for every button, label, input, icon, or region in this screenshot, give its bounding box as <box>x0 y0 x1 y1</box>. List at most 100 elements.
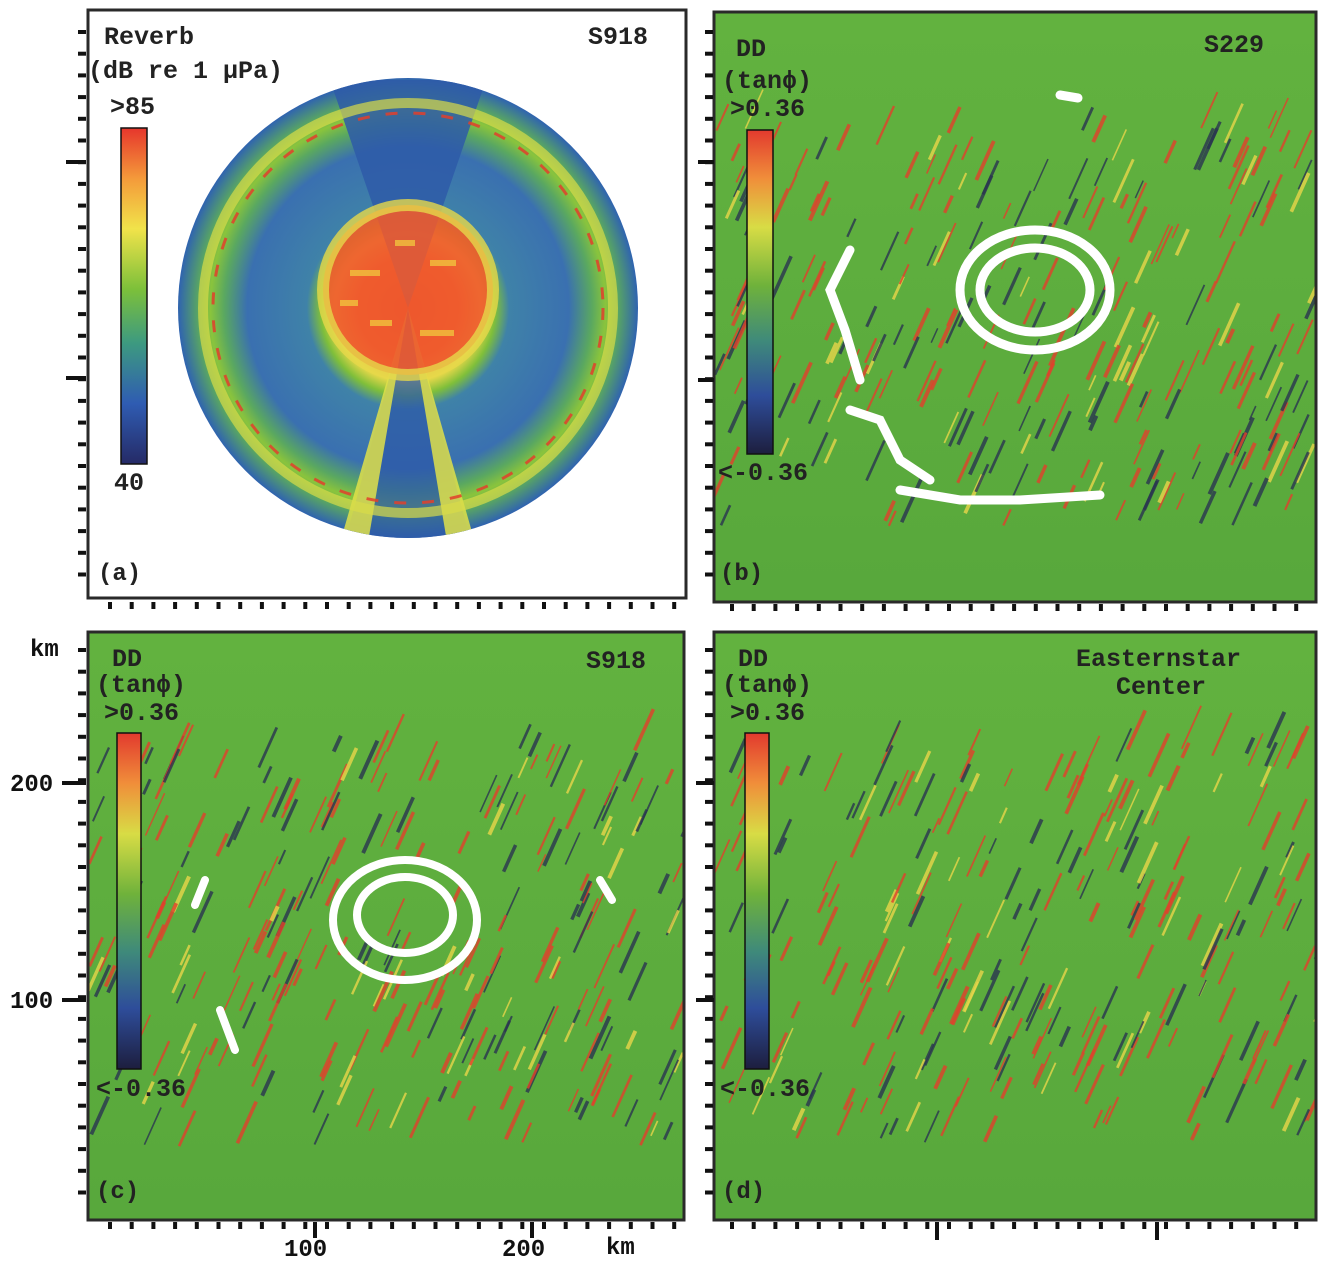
ridge-streak <box>1247 732 1264 767</box>
ridge-streak <box>897 770 916 807</box>
ridge-streak <box>355 1088 375 1128</box>
colorbar-a <box>120 127 148 465</box>
ridge-streak <box>1112 158 1135 203</box>
ridge-streak <box>1259 765 1272 788</box>
ridge-streak <box>658 1049 677 1086</box>
ridge-streak <box>361 813 383 854</box>
x-minor-tick <box>947 1222 951 1229</box>
x-minor-tick <box>672 602 677 609</box>
ridge-streak <box>830 962 849 996</box>
ridge-streak <box>961 932 981 971</box>
ridge-streak <box>1064 775 1085 815</box>
ridge-streak <box>1082 186 1099 219</box>
y-minor-tick <box>705 973 713 978</box>
ridge-streak <box>361 942 375 967</box>
colorbar-a-min-label: 40 <box>114 469 144 498</box>
ridge-streak <box>1003 768 1014 787</box>
ridge-streak <box>143 1107 162 1146</box>
ridge-streak <box>385 713 405 753</box>
ridge-streak <box>718 327 740 371</box>
ridge-streak <box>1151 810 1160 826</box>
ridge-streak <box>1228 451 1247 488</box>
ridge-streak <box>1136 389 1153 422</box>
ridge-streak <box>324 998 337 1021</box>
x-minor-tick <box>368 602 373 609</box>
y-major-tick <box>698 160 714 164</box>
ridge-streak <box>905 1101 922 1132</box>
x-minor-tick <box>238 1222 243 1229</box>
y-minor-tick <box>78 843 86 848</box>
ridge-streak <box>1158 987 1176 1019</box>
colorbar-c-bar <box>116 732 142 1070</box>
x-minor-tick <box>1207 1222 1212 1229</box>
ridge-streak <box>154 814 169 841</box>
y-minor-tick <box>705 1016 713 1021</box>
ridge-streak <box>292 890 304 911</box>
ridge-streak <box>1123 809 1145 850</box>
y-tick-label-200: 200 <box>10 772 53 799</box>
ridge-streak <box>1137 480 1159 521</box>
ridge-streak <box>1136 944 1155 980</box>
ridge-streak <box>567 1088 580 1112</box>
ridge-streak <box>1079 868 1094 900</box>
ridge-streak <box>820 197 832 217</box>
colorbar-d-min-label: <-0.36 <box>720 1075 810 1104</box>
ridge-streak <box>370 750 387 783</box>
ridge-streak <box>822 946 842 985</box>
ridge-streak <box>261 974 271 993</box>
ridge-streak <box>1074 1048 1096 1093</box>
x-minor-tick <box>650 602 655 609</box>
ridge-streak <box>932 942 951 977</box>
ridge-streak <box>1206 120 1222 150</box>
ridge-streak <box>974 140 996 181</box>
y-minor-tick <box>705 73 713 78</box>
ridge-streak <box>1284 493 1294 511</box>
ridge-streak <box>1224 866 1242 903</box>
ridge-streak <box>1272 730 1291 767</box>
ridge-streak <box>1278 129 1291 153</box>
y-minor-tick <box>705 756 713 761</box>
ridge-streak <box>517 757 529 779</box>
ridge-streak <box>576 892 591 918</box>
ridge-streak <box>1229 168 1248 205</box>
x-minor-tick <box>1250 1222 1255 1229</box>
ridge-streak <box>731 300 746 327</box>
y-minor-tick <box>78 908 86 913</box>
ridge-streak <box>884 892 900 922</box>
y-minor-tick <box>78 290 86 295</box>
x-minor-tick <box>542 602 546 609</box>
ridge-streak <box>1130 1020 1145 1049</box>
ridge-streak <box>904 151 920 179</box>
ridge-streak <box>1029 818 1044 845</box>
ridge-streak <box>1012 902 1023 920</box>
ridge-streak <box>1146 1019 1167 1059</box>
ridge-streak <box>730 143 741 162</box>
panel-d: DD (tanϕ) Easternstar Center >0.36 <-0.3… <box>712 630 1318 1222</box>
ridge-streak <box>1047 967 1069 1010</box>
ridge-streak <box>1011 976 1029 1011</box>
ridge-streak <box>791 361 813 404</box>
ridge-streak <box>586 886 608 931</box>
ridge-streak <box>903 336 920 369</box>
ridge-streak <box>877 1065 896 1099</box>
ridge-streak <box>1218 987 1237 1023</box>
ridge-streak <box>714 353 726 376</box>
ridge-streak <box>358 739 380 780</box>
y-minor-tick <box>78 464 86 468</box>
ridge-streak <box>588 1015 612 1060</box>
ridge-streak <box>808 1071 823 1100</box>
ridge-streak <box>487 802 506 836</box>
x-minor-tick <box>607 602 612 609</box>
y-minor-tick <box>78 203 86 208</box>
y-minor-tick <box>705 30 713 34</box>
x-major-tick <box>935 1222 939 1240</box>
y-minor-tick <box>78 995 86 1000</box>
ridge-streak <box>968 221 984 250</box>
ridge-streak <box>98 936 117 972</box>
ridge-streak <box>946 967 959 990</box>
ridge-streak <box>817 906 839 946</box>
colorbar-b-min-label: <-0.36 <box>718 459 808 488</box>
ridge-streak <box>180 1022 198 1055</box>
ridge-streak <box>1244 736 1256 755</box>
x-minor-tick <box>773 1222 778 1229</box>
